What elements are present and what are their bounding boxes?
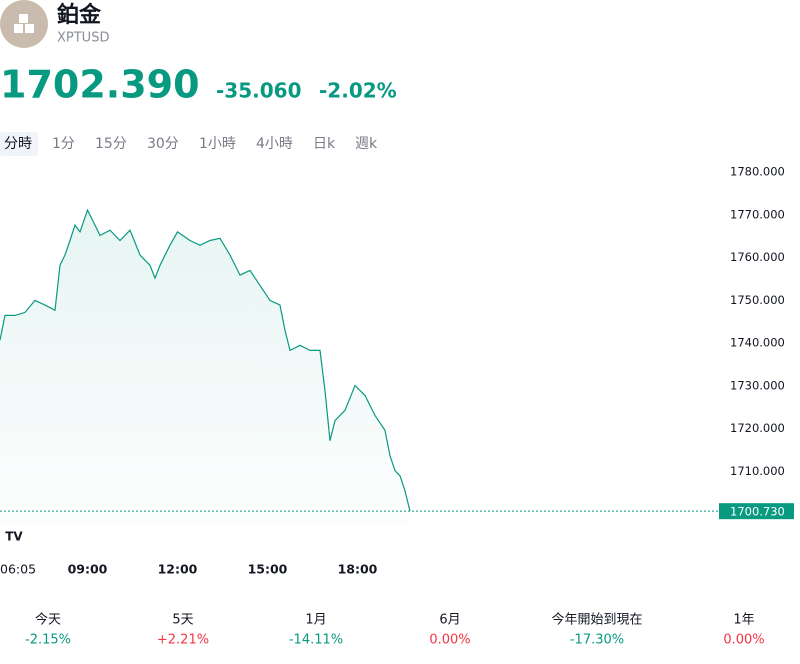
x-tick-label: 15:00	[248, 562, 288, 577]
period-change: 0.00%	[429, 633, 470, 648]
y-tick-label: 1740.000	[730, 336, 785, 350]
tab[interactable]: 15分	[95, 136, 127, 152]
line	[0, 208, 411, 512]
logo	[0, 0, 48, 48]
change-pct: -2.02%	[319, 79, 397, 103]
area	[0, 210, 410, 525]
period-label[interactable]: 6月	[439, 613, 460, 628]
period-label[interactable]: 1年	[733, 613, 754, 628]
period-change: -2.15%	[25, 633, 71, 648]
period-change: +2.21%	[157, 633, 209, 648]
logo-icon	[14, 14, 34, 33]
period-label[interactable]: 1月	[305, 613, 326, 628]
period-change: -17.30%	[570, 633, 624, 648]
price: 1702.390	[0, 63, 200, 107]
tab[interactable]: 1小時	[199, 136, 236, 152]
tv-logo: TV	[2, 524, 26, 548]
tab[interactable]: 週k	[355, 136, 378, 152]
last-price-box	[719, 503, 794, 520]
y-tick-label: 1780.000	[730, 165, 785, 179]
period-label[interactable]: 今年開始到現在	[551, 612, 642, 628]
title: 鉑金	[57, 2, 102, 28]
x-tick-label: 18:00	[338, 562, 378, 577]
y-tick-label: 1760.000	[730, 250, 785, 264]
last-price-label: 1700.730	[730, 505, 785, 519]
x-tick-label: 12:00	[158, 562, 198, 577]
svg-text:TV: TV	[5, 530, 23, 544]
period-change: -14.11%	[289, 633, 343, 648]
tab[interactable]: 1分	[52, 136, 75, 152]
y-tick-label: 1720.000	[730, 421, 785, 435]
tab[interactable]: 30分	[147, 136, 179, 152]
period-label[interactable]: 今天	[35, 612, 61, 628]
y-tick-label: 1750.000	[730, 293, 785, 307]
period-label[interactable]: 5天	[172, 613, 193, 628]
symbol: XPTUSD	[57, 31, 109, 46]
tab[interactable]: 日k	[313, 136, 336, 152]
y-tick-label: 1770.000	[730, 207, 785, 221]
y-tick-label: 1730.000	[730, 378, 785, 392]
tab[interactable]: 4小時	[256, 136, 293, 152]
x-tick-label: 09:00	[68, 562, 108, 577]
y-tick-label: 1710.000	[730, 464, 785, 478]
period-change: 0.00%	[723, 633, 764, 648]
tab[interactable]: 分時	[4, 136, 32, 152]
tab-active-bg	[0, 132, 38, 156]
x-tick-label: 06:05	[0, 562, 36, 577]
change: -35.060	[216, 79, 301, 103]
